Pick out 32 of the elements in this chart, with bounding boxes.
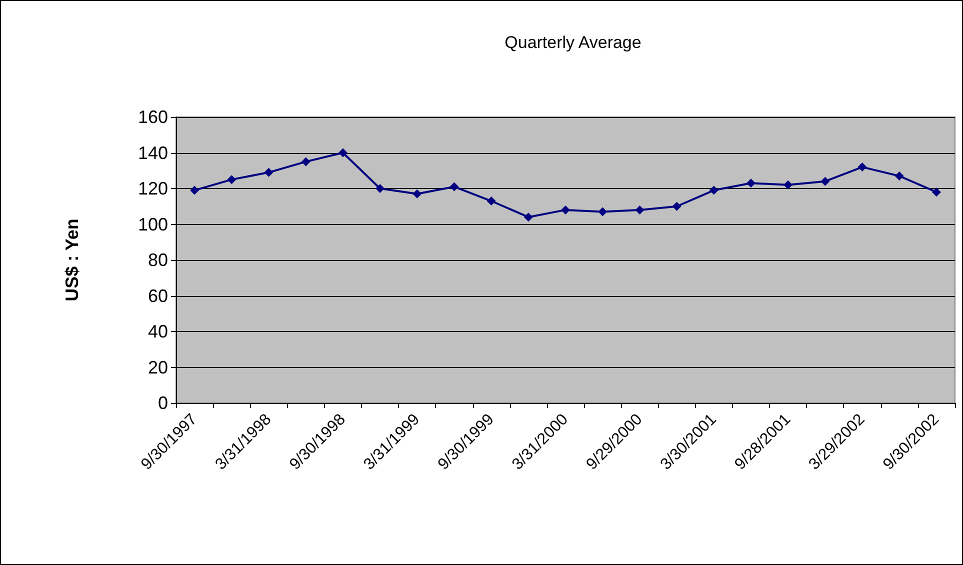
y-tick-label: 120: [138, 178, 168, 198]
y-tick-label: 40: [148, 322, 168, 342]
point: [858, 162, 867, 172]
y-axis-title: US$ : Yen: [62, 218, 82, 302]
y-tick-label: 80: [148, 250, 168, 270]
point: [376, 184, 385, 193]
y-tick-label: 140: [138, 142, 168, 163]
point: [450, 182, 459, 192]
point: [561, 205, 570, 214]
point: [672, 202, 682, 211]
point: [820, 176, 830, 186]
point: [746, 178, 756, 188]
point: [301, 157, 310, 166]
point: [598, 207, 608, 216]
y-tick-label: 100: [138, 214, 168, 234]
y-tick-label: 60: [148, 286, 168, 306]
point: [709, 186, 718, 195]
point: [486, 196, 496, 206]
point: [932, 188, 941, 197]
y-tick-label: 0: [158, 393, 168, 413]
point: [227, 175, 236, 184]
point: [524, 212, 533, 222]
point: [338, 148, 348, 158]
point: [635, 205, 644, 214]
point: [412, 189, 422, 198]
point: [264, 168, 274, 177]
y-tick-label: 160: [138, 107, 168, 127]
chart-title: Quarterly Average: [504, 33, 642, 52]
point: [784, 180, 793, 190]
point: [894, 171, 904, 180]
point: [190, 186, 200, 195]
y-tick-label: 20: [148, 357, 168, 378]
